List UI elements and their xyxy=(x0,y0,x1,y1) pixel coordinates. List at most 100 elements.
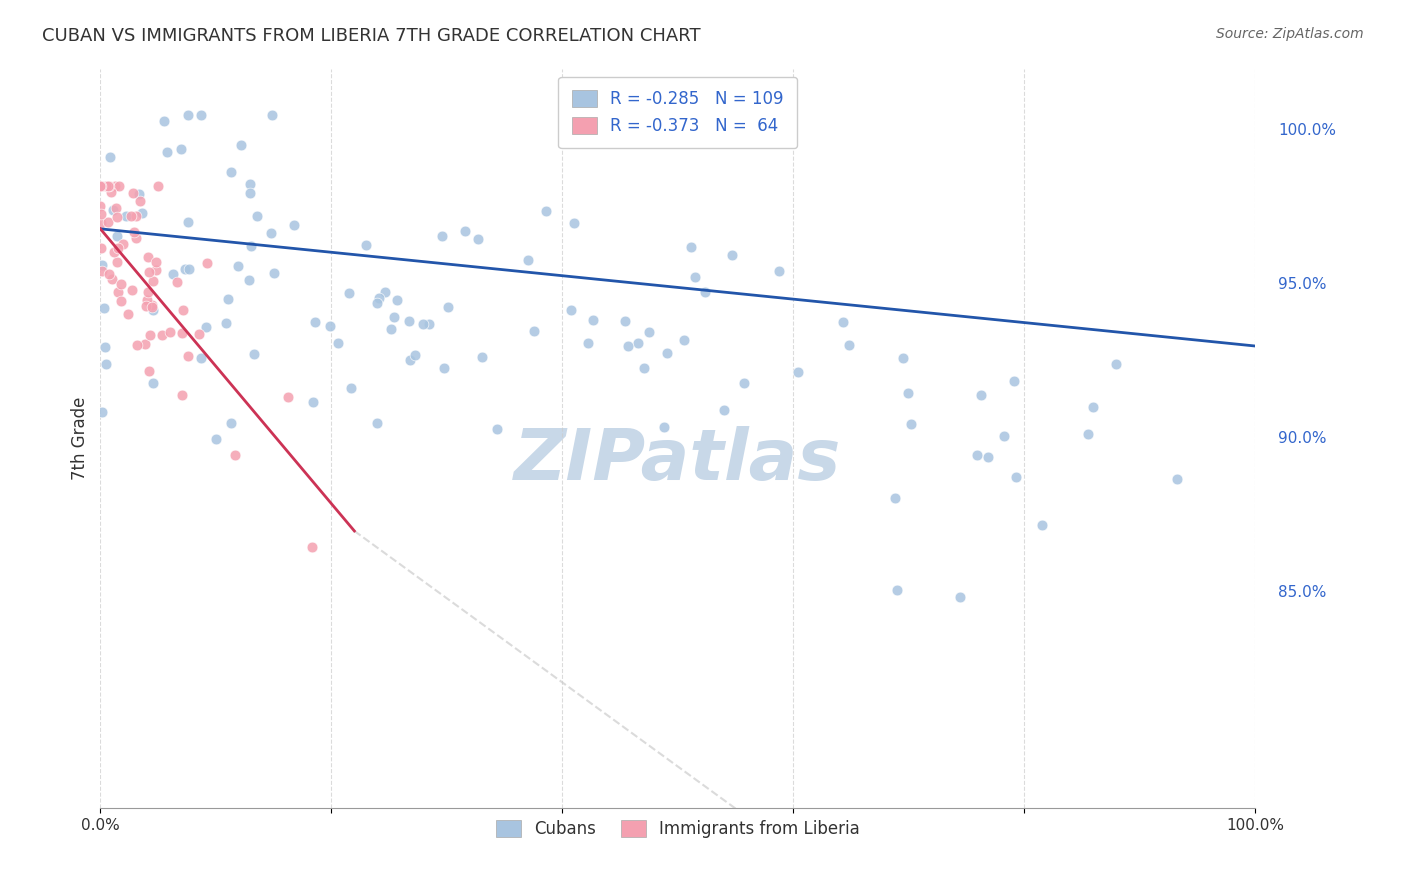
Point xyxy=(94,178,117,193)
Point xyxy=(536,204,558,219)
Point xyxy=(138,364,160,378)
Point xyxy=(239,177,262,191)
Point xyxy=(91,264,114,278)
Point xyxy=(96,178,118,193)
Point xyxy=(89,178,111,193)
Point xyxy=(122,186,145,200)
Point xyxy=(177,261,200,276)
Point xyxy=(228,259,250,273)
Point xyxy=(1166,472,1188,486)
Point xyxy=(966,448,988,462)
Point xyxy=(141,300,163,314)
Point xyxy=(366,296,388,310)
Point xyxy=(136,285,159,299)
Point xyxy=(339,381,361,395)
Point xyxy=(142,275,165,289)
Point xyxy=(221,416,243,430)
Point xyxy=(418,317,440,331)
Point xyxy=(337,285,360,300)
Point xyxy=(787,365,810,379)
Point xyxy=(98,150,121,164)
Point xyxy=(733,376,755,390)
Point xyxy=(107,285,129,299)
Point xyxy=(122,226,145,240)
Point xyxy=(90,405,112,419)
Point xyxy=(977,450,1000,464)
Point xyxy=(655,345,678,359)
Point xyxy=(1004,470,1026,484)
Point xyxy=(125,231,148,245)
Point xyxy=(454,224,477,238)
Point xyxy=(134,336,156,351)
Point xyxy=(170,142,193,156)
Point xyxy=(215,316,238,330)
Point xyxy=(412,317,434,331)
Text: ZIPatlas: ZIPatlas xyxy=(515,426,841,495)
Point xyxy=(318,319,340,334)
Point xyxy=(100,186,122,200)
Point xyxy=(560,302,582,317)
Point xyxy=(1105,357,1128,371)
Point xyxy=(838,338,860,352)
Point xyxy=(617,339,640,353)
Point xyxy=(380,322,402,336)
Point xyxy=(89,199,111,213)
Point xyxy=(172,388,194,402)
Point xyxy=(94,340,117,354)
Point xyxy=(105,229,128,244)
Point xyxy=(301,395,323,409)
Point xyxy=(174,262,197,277)
Point xyxy=(135,299,157,313)
Point xyxy=(117,308,139,322)
Point xyxy=(382,310,405,324)
Point xyxy=(190,351,212,365)
Point xyxy=(582,313,605,327)
Point xyxy=(90,216,112,230)
Legend: Cubans, Immigrants from Liberia: Cubans, Immigrants from Liberia xyxy=(489,813,866,845)
Point xyxy=(430,229,453,244)
Point xyxy=(523,324,546,338)
Point xyxy=(190,108,212,122)
Point xyxy=(1077,427,1099,442)
Point xyxy=(111,237,134,252)
Point xyxy=(90,178,112,193)
Point xyxy=(356,238,378,252)
Point xyxy=(229,138,252,153)
Point xyxy=(142,376,165,390)
Point xyxy=(177,349,200,363)
Point xyxy=(172,326,194,340)
Text: 95.0%: 95.0% xyxy=(1278,277,1326,292)
Point xyxy=(243,347,266,361)
Text: 85.0%: 85.0% xyxy=(1278,585,1326,600)
Point xyxy=(172,302,194,317)
Point xyxy=(98,178,121,193)
Point xyxy=(713,403,735,417)
Point xyxy=(166,275,188,289)
Point xyxy=(145,263,167,277)
Point xyxy=(120,209,142,223)
Point xyxy=(260,226,283,240)
Point xyxy=(471,351,494,365)
Point xyxy=(238,273,260,287)
Point xyxy=(433,360,456,375)
Point xyxy=(949,590,972,604)
Point xyxy=(97,178,120,193)
Point xyxy=(277,390,299,404)
Point xyxy=(221,165,243,179)
Point xyxy=(89,207,111,221)
Point xyxy=(374,285,396,300)
Point xyxy=(177,215,200,229)
Point xyxy=(124,209,146,223)
Point xyxy=(1031,518,1053,533)
Point xyxy=(366,416,388,430)
Point xyxy=(188,326,211,341)
Point xyxy=(115,209,138,223)
Point xyxy=(142,303,165,318)
Point xyxy=(301,541,323,555)
Point xyxy=(103,245,125,260)
Point xyxy=(1002,374,1025,388)
Point xyxy=(304,315,326,329)
Point xyxy=(110,293,132,308)
Point xyxy=(128,187,150,202)
Point xyxy=(128,194,150,209)
